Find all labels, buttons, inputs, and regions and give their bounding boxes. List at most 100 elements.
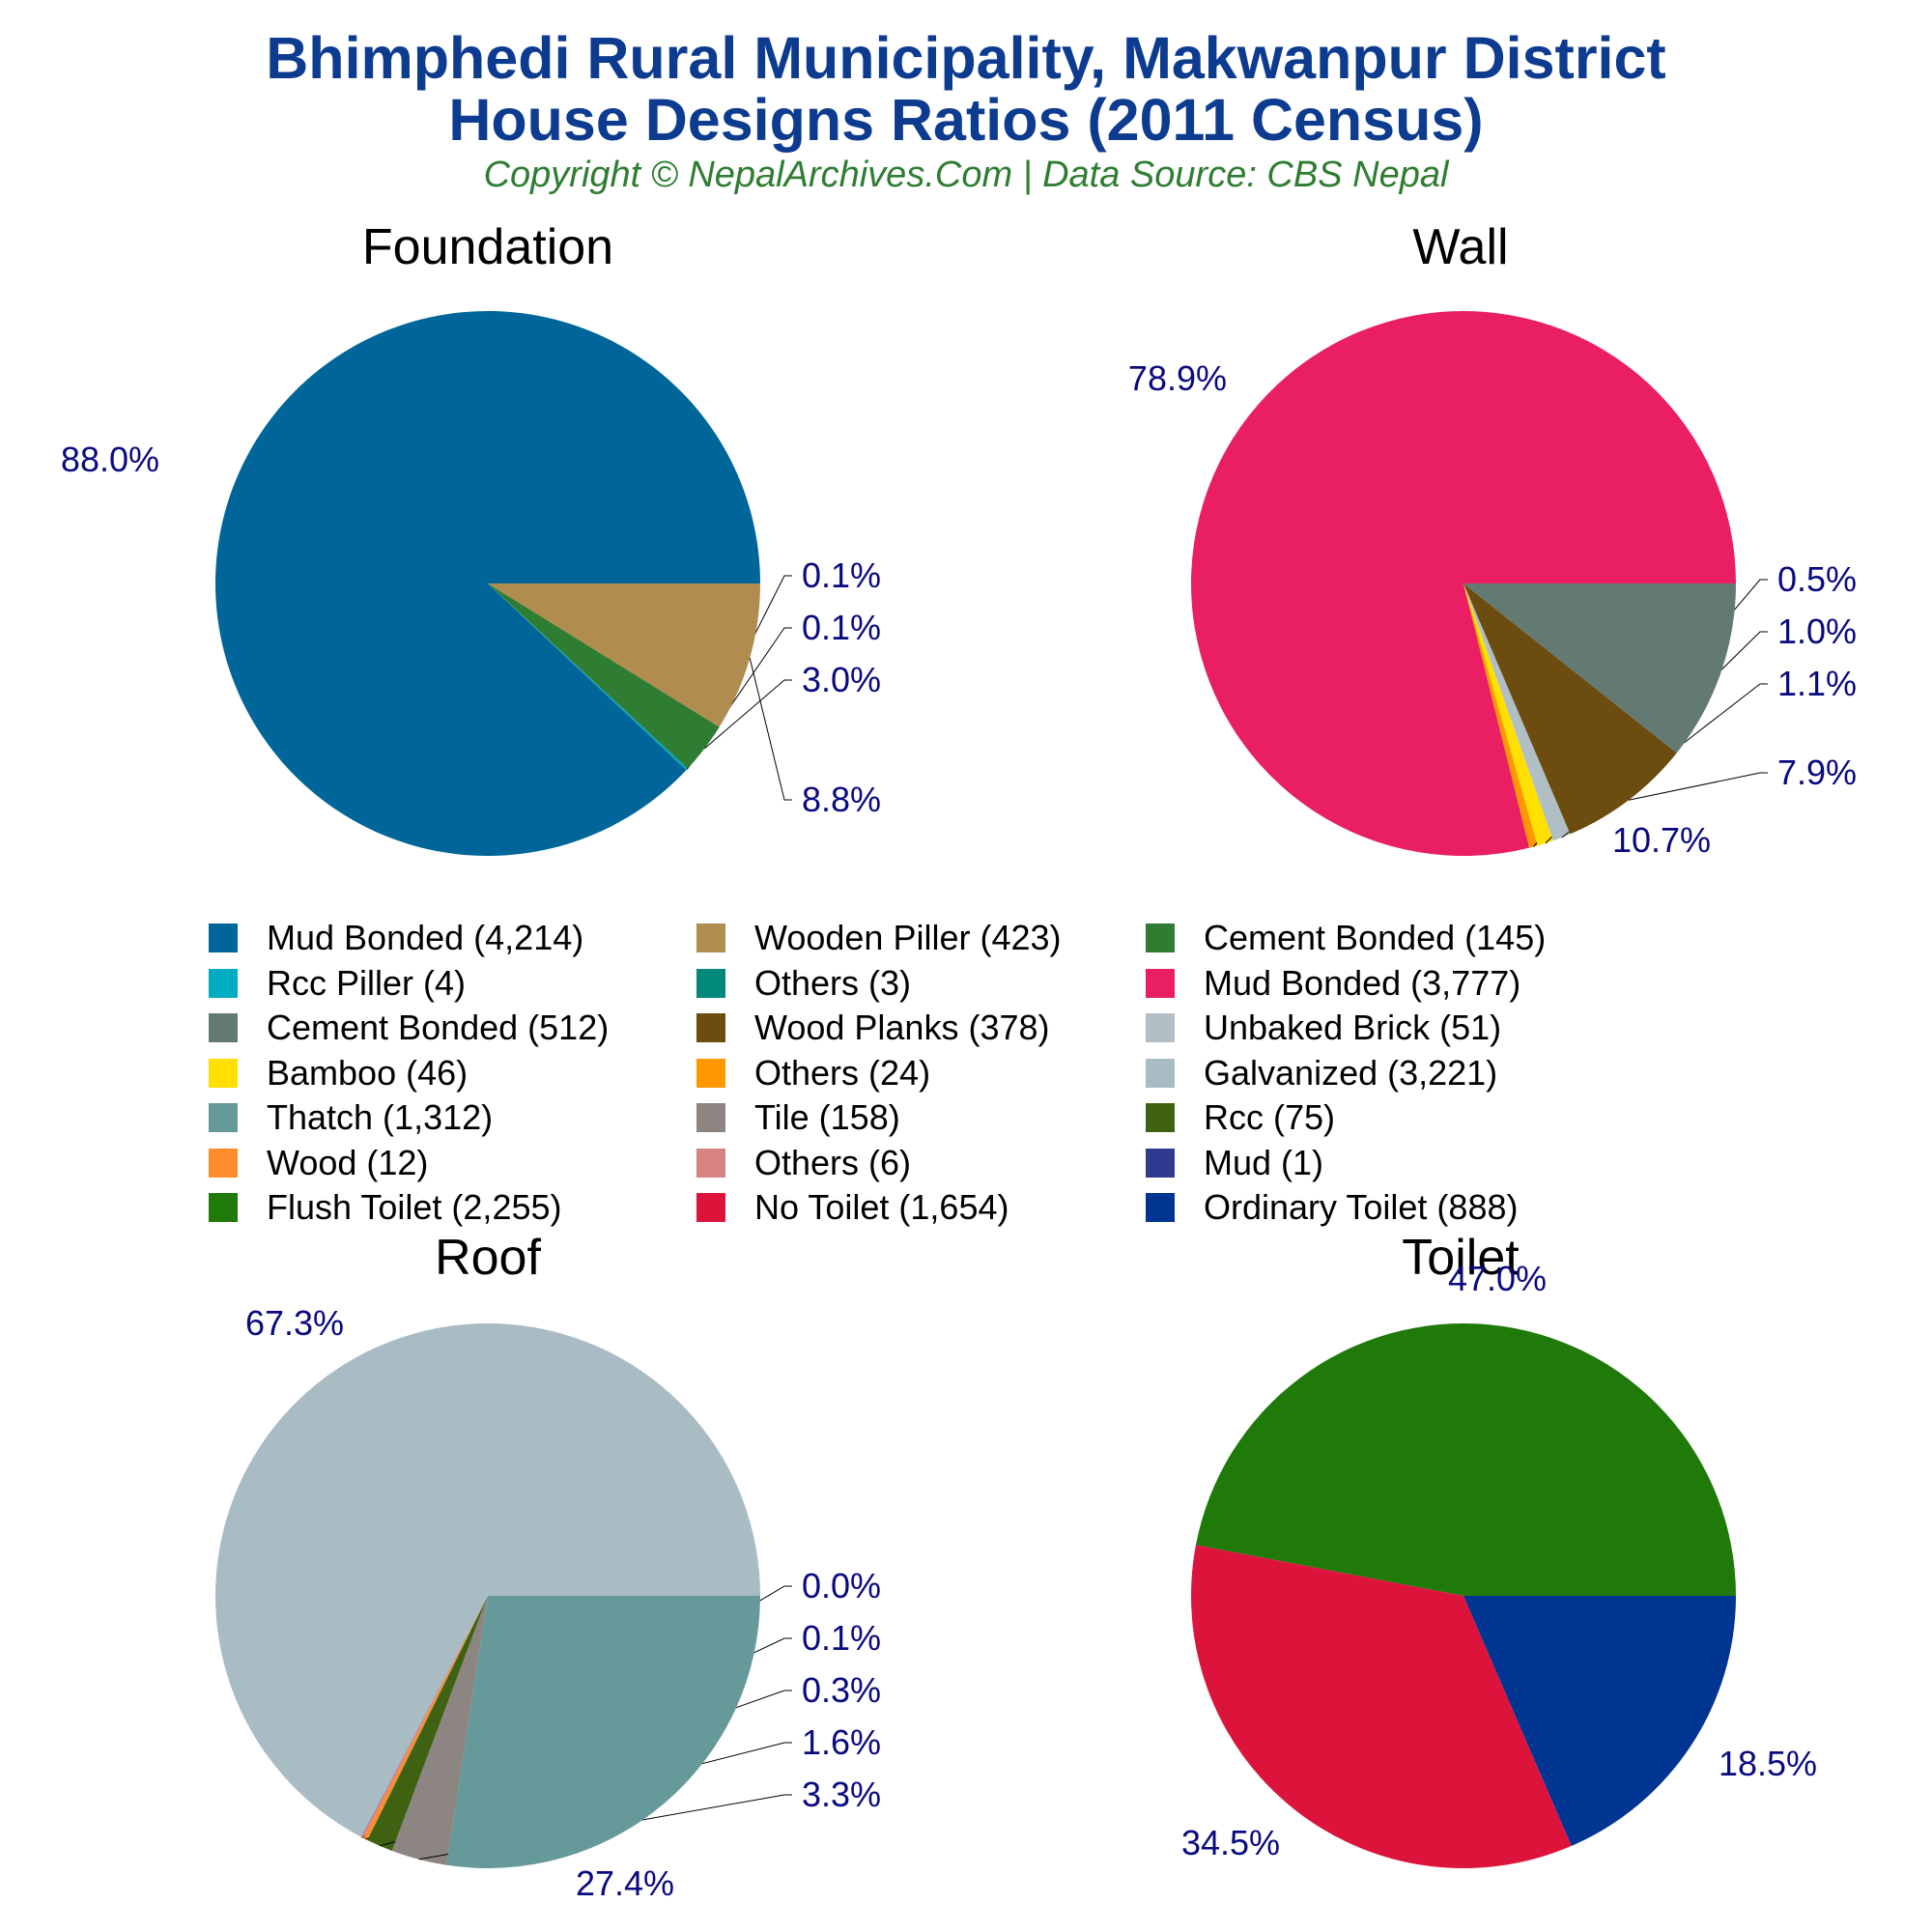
foundation-slice-2 bbox=[488, 583, 689, 770]
roof-chart-title: Roof bbox=[435, 1230, 541, 1286]
foundation-leader-line-3 bbox=[704, 679, 792, 750]
legend-label: Mud Bonded (4,214) bbox=[267, 918, 584, 957]
legend-label: No Toilet (1,654) bbox=[754, 1187, 1009, 1227]
toilet-pie: 47.0% 34.5% 18.5% bbox=[1181, 1259, 1817, 1869]
roof-slice-1 bbox=[361, 1596, 488, 1837]
legend-label: Mud (1) bbox=[1204, 1142, 1324, 1182]
main-title-line-1: Bhimphedi Rural Municipality, Makwanpur … bbox=[266, 25, 1666, 91]
wall-slice-4 bbox=[1463, 583, 1677, 835]
legend-label: Ordinary Toilet (888) bbox=[1204, 1187, 1519, 1227]
foundation-percent-label-2: 0.1% bbox=[802, 608, 881, 647]
toilet-slice-1 bbox=[1191, 1545, 1572, 1869]
legend-swatch bbox=[1146, 968, 1175, 998]
legend-swatch bbox=[1146, 1193, 1175, 1222]
legend-swatch bbox=[209, 1103, 238, 1132]
legend-swatch bbox=[1146, 1148, 1175, 1178]
legend-label: Cement Bonded (512) bbox=[267, 1008, 610, 1047]
roof-percent-label-0: 67.3% bbox=[245, 1303, 344, 1343]
main-title-line-2: House Designs Ratios (2011 Census) bbox=[448, 87, 1484, 153]
legend-label: Bamboo (46) bbox=[267, 1052, 469, 1093]
foundation-percent-label-1: 0.1% bbox=[802, 555, 881, 595]
foundation-leader-line-4 bbox=[749, 658, 792, 801]
roof-percent-label-5: 3.3% bbox=[802, 1775, 881, 1814]
legend-swatch bbox=[696, 1013, 725, 1042]
legend-label: Galvanized (3,221) bbox=[1204, 1052, 1498, 1093]
legend-label: Unbaked Brick (51) bbox=[1204, 1008, 1502, 1047]
foundation-slice-4 bbox=[488, 583, 760, 727]
foundation-pie: 88.0% 0.1% 0.1% 3.0% 8.8% bbox=[61, 311, 881, 857]
foundation-slice-0 bbox=[215, 311, 761, 857]
subtitle: Copyright © NepalArchives.Com | Data Sou… bbox=[483, 155, 1449, 195]
toilet-chart-title: Toilet bbox=[1402, 1230, 1520, 1286]
legend-label: Others (24) bbox=[754, 1052, 931, 1093]
legend-swatch bbox=[696, 923, 725, 952]
roof-slice-4 bbox=[367, 1596, 488, 1851]
foundation-slice-3 bbox=[488, 583, 720, 769]
toilet-slice-0 bbox=[1195, 1323, 1736, 1596]
legend-swatch bbox=[696, 1058, 725, 1088]
roof-slice-6 bbox=[446, 1596, 760, 1869]
roof-percent-label-2: 0.1% bbox=[802, 1618, 881, 1658]
foundation-chart-title: Foundation bbox=[361, 219, 614, 275]
legend-swatch bbox=[209, 1193, 238, 1222]
wall-leader-line-4 bbox=[1628, 772, 1768, 801]
legend-swatch bbox=[209, 923, 238, 952]
legend-label: Wood Planks (378) bbox=[754, 1008, 1050, 1047]
legend-label: Thatch (1,312) bbox=[267, 1097, 494, 1137]
wall-percent-label-1: 0.5% bbox=[1777, 559, 1857, 599]
toilet-percent-label-2: 18.5% bbox=[1719, 1744, 1817, 1783]
wall-pie: 78.9% 0.5% 1.0% 1.1% 7.9% 10.7% bbox=[1128, 310, 1857, 860]
wall-percent-label-4: 7.9% bbox=[1777, 753, 1857, 792]
legend-swatch bbox=[696, 1103, 725, 1132]
roof-percent-label-1: 0.0% bbox=[802, 1566, 881, 1605]
wall-slice-1 bbox=[1463, 583, 1538, 848]
legend-label: Wood (12) bbox=[267, 1142, 429, 1182]
legend-swatch bbox=[209, 1148, 238, 1178]
roof-pie: 67.3% 0.0% 0.1% 0.3% 1.6% 3.3% 27.4% bbox=[214, 1303, 881, 1903]
legend-swatch bbox=[209, 968, 238, 998]
legend-swatch bbox=[1146, 923, 1175, 952]
legend-swatch bbox=[1146, 1103, 1175, 1132]
legend-swatch bbox=[1146, 1013, 1175, 1042]
legend-swatch bbox=[696, 1148, 725, 1178]
legend-swatch bbox=[1146, 1058, 1175, 1088]
roof-percent-label-4: 1.6% bbox=[802, 1722, 881, 1762]
wall-slice-0 bbox=[1190, 310, 1736, 856]
foundation-percent-label-4: 8.8% bbox=[802, 780, 881, 819]
toilet-slice-2 bbox=[1463, 1596, 1737, 1846]
wall-percent-label-3: 1.1% bbox=[1777, 664, 1857, 703]
wall-percent-label-2: 1.0% bbox=[1777, 611, 1857, 651]
roof-slice-5 bbox=[391, 1596, 488, 1865]
legend-label: Wooden Piller (423) bbox=[754, 918, 1062, 957]
toilet-percent-label-0: 47.0% bbox=[1448, 1259, 1547, 1298]
legend-label: Flush Toilet (2,255) bbox=[267, 1187, 562, 1227]
roof-percent-label-6: 27.4% bbox=[576, 1863, 674, 1903]
roof-slice-2 bbox=[361, 1596, 488, 1838]
legend-swatch bbox=[209, 1013, 238, 1042]
legend-swatch bbox=[696, 968, 725, 998]
roof-slice-0 bbox=[214, 1322, 761, 1837]
toilet-percent-label-1: 34.5% bbox=[1181, 1823, 1280, 1862]
wall-chart-title: Wall bbox=[1412, 219, 1509, 275]
foundation-percent-label-3: 3.0% bbox=[802, 660, 881, 699]
legend-swatch bbox=[696, 1193, 725, 1222]
wall-slice-2 bbox=[1463, 583, 1553, 846]
legend-label: Rcc (75) bbox=[1204, 1097, 1336, 1137]
legend-label: Rcc Piller (4) bbox=[267, 962, 467, 1003]
foundation-percent-label-0: 88.0% bbox=[61, 440, 159, 479]
foundation-slice-1 bbox=[488, 583, 688, 771]
legend-label: Tile (158) bbox=[754, 1097, 900, 1137]
wall-slice-5 bbox=[1463, 583, 1736, 753]
legend-label: Cement Bonded (145) bbox=[1204, 918, 1547, 957]
legend-label: Mud Bonded (3,777) bbox=[1204, 962, 1521, 1003]
wall-percent-label-5: 10.7% bbox=[1612, 820, 1711, 860]
legend-label: Others (6) bbox=[754, 1142, 912, 1182]
wall-slice-3 bbox=[1463, 583, 1571, 841]
roof-percent-label-3: 0.3% bbox=[802, 1670, 881, 1710]
wall-percent-label-0: 78.9% bbox=[1128, 358, 1227, 398]
roof-slice-3 bbox=[363, 1596, 488, 1840]
legend-swatch bbox=[209, 1058, 238, 1088]
legend-label: Others (3) bbox=[754, 962, 912, 1003]
